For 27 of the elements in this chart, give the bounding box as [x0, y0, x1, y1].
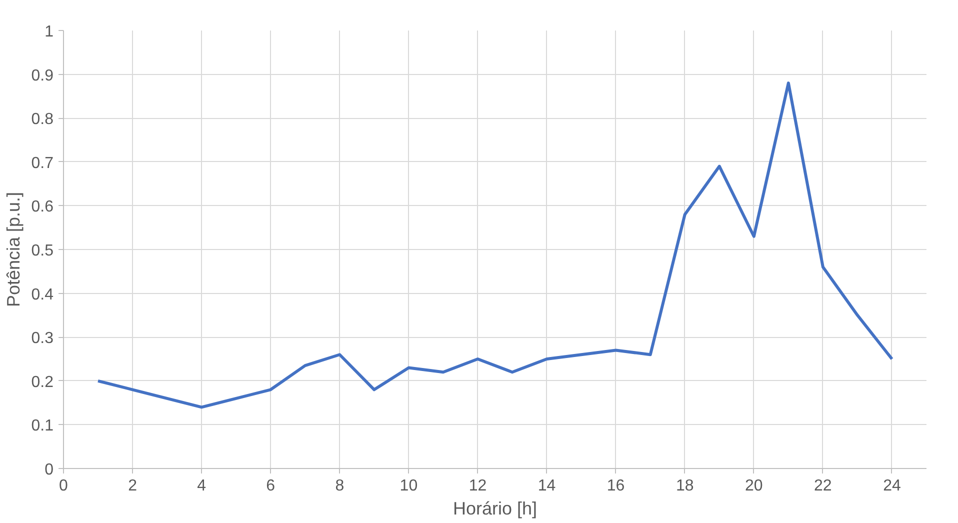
x-tick-label: 14 [538, 478, 556, 494]
y-tick-label: 0.8 [31, 111, 54, 128]
y-tick-label: 0.4 [31, 286, 54, 304]
x-tick-label: 6 [266, 478, 276, 494]
x-tick-label: 10 [400, 478, 418, 494]
y-tick-label: 0.1 [31, 418, 54, 435]
y-tick-label: 0.9 [31, 67, 54, 84]
x-axis-title: Horário [h] [452, 498, 538, 518]
y-tick-label: 0.5 [31, 242, 54, 260]
x-tick-label: 18 [676, 478, 694, 494]
y-tick-label: 0 [44, 462, 54, 478]
x-tick-label: 4 [197, 478, 206, 494]
x-tick-label: 20 [745, 478, 763, 494]
y-tick-label: 0.2 [31, 374, 54, 391]
y-tick-label: 0.7 [31, 154, 54, 172]
x-tick-label: 22 [814, 478, 832, 494]
y-axis-title: Potência [p.u.] [3, 192, 24, 308]
y-tick-label: 0.6 [31, 198, 54, 216]
x-tick-label: 12 [468, 478, 487, 494]
x-tick-label: 0 [59, 478, 68, 494]
x-tick-label: 16 [606, 478, 625, 494]
y-tick-label: 0.3 [31, 330, 54, 348]
x-tick-label: 8 [335, 478, 344, 494]
y-tick-label: 1 [44, 24, 54, 40]
x-tick-label: 24 [883, 478, 901, 494]
line-series [96, 82, 894, 409]
x-tick-label: 2 [128, 478, 138, 494]
